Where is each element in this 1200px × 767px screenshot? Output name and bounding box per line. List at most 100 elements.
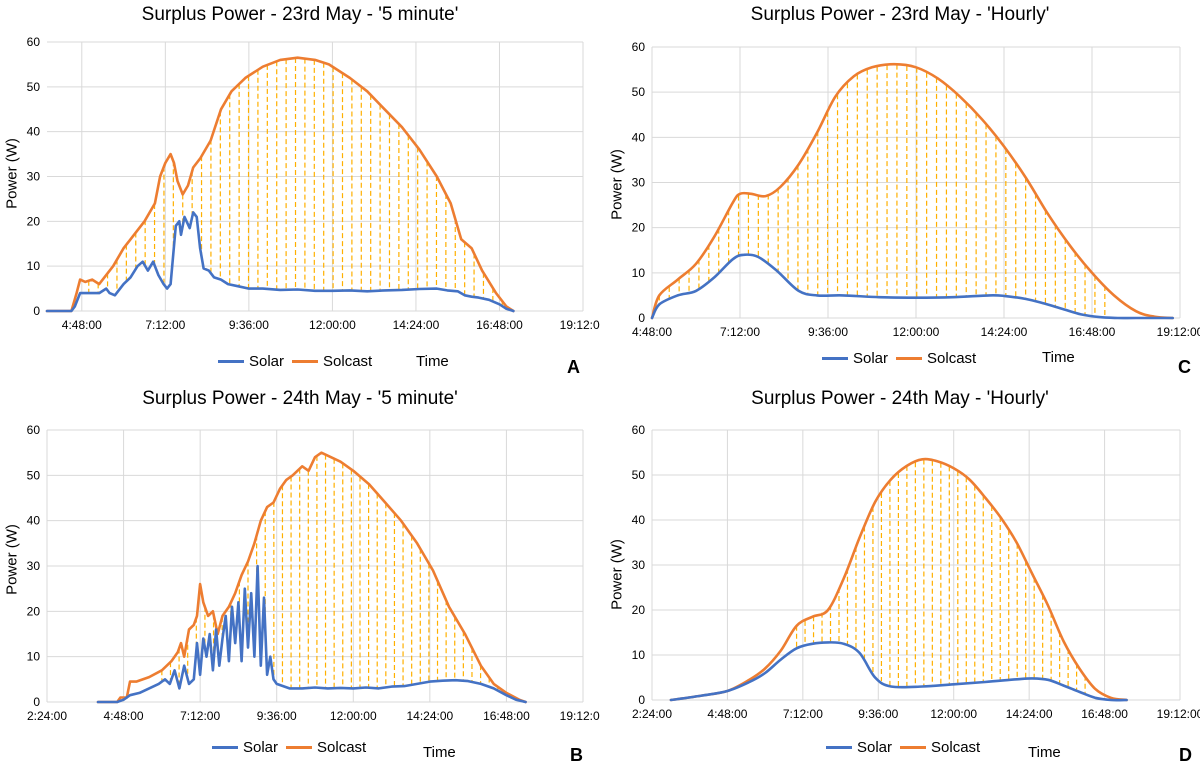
y-tick-label: 50 bbox=[632, 468, 646, 482]
legend-solcast-swatch bbox=[896, 357, 923, 360]
x-tick-label: 2:24:00 bbox=[27, 709, 67, 723]
chart-title: Surplus Power - 24th May - '5 minute' bbox=[142, 388, 458, 409]
legend-solar-label: Solar bbox=[243, 739, 279, 756]
x-tick-label: 4:48:00 bbox=[104, 709, 144, 723]
legend-solcast-swatch bbox=[286, 746, 313, 749]
y-tick-label: 0 bbox=[638, 693, 645, 707]
chart-title: Surplus Power - 23rd May - '5 minute' bbox=[141, 4, 459, 25]
y-tick-label: 30 bbox=[632, 176, 646, 190]
legend-solar: Solar bbox=[212, 739, 278, 756]
x-tick-label: 12:00:00 bbox=[330, 709, 377, 723]
y-tick-label: 10 bbox=[27, 259, 41, 273]
y-tick-label: 40 bbox=[27, 125, 41, 139]
x-tick-label: 9:36:00 bbox=[808, 325, 848, 339]
y-tick-label: 0 bbox=[33, 304, 40, 318]
x-tick-label: 7:12:00 bbox=[783, 707, 823, 721]
chart-plot-d: 0 10 20 30 40 50 60 2:24:00 4:48:00 7:12:00 9:36:0… bbox=[632, 423, 1200, 721]
x-tick-label: 4:48:00 bbox=[707, 707, 747, 721]
x-tick-label: 9:36:00 bbox=[257, 709, 297, 723]
x-tick-label: 7:12:00 bbox=[720, 325, 760, 339]
x-tick-label: 14:24:00 bbox=[1006, 707, 1053, 721]
y-tick-label: 20 bbox=[632, 603, 646, 617]
y-tick-label: 50 bbox=[27, 468, 41, 482]
chart-plot-b: 0 10 20 30 40 50 60 2:24:00 4:48:00 7:12:00 9:36:0… bbox=[27, 423, 600, 723]
y-tick-label: 60 bbox=[27, 35, 41, 49]
panel-label: B bbox=[570, 745, 583, 765]
chart-panel-d: 0 10 20 30 40 50 60 2:24:00 4:48:00 7:12:00 9:36:0… bbox=[600, 384, 1200, 767]
y-tick-label: 30 bbox=[632, 558, 646, 572]
series-line-solar bbox=[45, 211, 515, 313]
x-tick-label: 19:12:00 bbox=[1157, 325, 1200, 339]
x-tick-label: 19:12:00 bbox=[1157, 707, 1200, 721]
x-axis-label: Time bbox=[423, 744, 456, 761]
series-line-solar bbox=[669, 641, 1128, 702]
y-tick-label: 10 bbox=[27, 650, 41, 664]
x-axis-label: Time bbox=[416, 353, 449, 370]
legend-solcast-label: Solcast bbox=[927, 350, 977, 367]
series-line-solar bbox=[96, 564, 527, 704]
y-axis-label: Power (W) bbox=[3, 138, 21, 209]
x-tick-label: 12:00:00 bbox=[309, 318, 356, 332]
legend-solar-swatch bbox=[826, 746, 852, 749]
series-line-solcast bbox=[96, 451, 527, 704]
x-tick-label: 7:12:00 bbox=[145, 318, 185, 332]
x-tick-label: 19:12:00 bbox=[560, 709, 600, 723]
legend-solar: Solar bbox=[822, 350, 888, 367]
y-axis-label: Power (W) bbox=[608, 149, 626, 220]
y-tick-label: 60 bbox=[632, 423, 646, 437]
x-tick-label: 4:48:00 bbox=[632, 325, 672, 339]
legend-solar-label: Solar bbox=[249, 353, 285, 370]
y-tick-label: 50 bbox=[27, 80, 41, 94]
x-tick-label: 7:12:00 bbox=[180, 709, 220, 723]
chart-title: Surplus Power - 24th May - 'Hourly' bbox=[751, 388, 1049, 409]
x-tick-label: 12:00:00 bbox=[893, 325, 940, 339]
legend-solcast-label: Solcast bbox=[323, 353, 373, 370]
y-tick-label: 40 bbox=[27, 514, 41, 528]
x-tick-label: 14:24:00 bbox=[406, 709, 453, 723]
legend-solcast: Solcast bbox=[286, 739, 366, 756]
x-tick-label: 2:24:00 bbox=[632, 707, 672, 721]
y-tick-label: 10 bbox=[632, 648, 646, 662]
x-tick-label: 4:48:00 bbox=[62, 318, 102, 332]
y-tick-label: 0 bbox=[638, 311, 645, 325]
y-axis-label: Power (W) bbox=[608, 539, 626, 610]
legend-solcast: Solcast bbox=[896, 350, 976, 367]
y-tick-label: 20 bbox=[27, 214, 41, 228]
x-tick-label: 19:12:00 bbox=[560, 318, 600, 332]
chart-legend: Solar Solcast bbox=[826, 739, 988, 756]
y-tick-label: 0 bbox=[33, 695, 40, 709]
chart-panel-b: 0 10 20 30 40 50 60 2:24:00 4:48:00 7:12:00 9:36:0… bbox=[0, 384, 601, 767]
chart-legend: Solar Solcast bbox=[218, 353, 380, 370]
x-axis-label: Time bbox=[1028, 744, 1061, 761]
y-tick-label: 60 bbox=[27, 423, 41, 437]
x-tick-label: 16:48:00 bbox=[476, 318, 523, 332]
y-tick-label: 30 bbox=[27, 170, 41, 184]
x-tick-label: 14:24:00 bbox=[981, 325, 1028, 339]
x-tick-label: 14:24:00 bbox=[393, 318, 440, 332]
chart-plot-a: 0 10 20 30 40 50 60 4:48:00 7:12:00 9:36:00 12:00:… bbox=[27, 35, 600, 332]
y-tick-label: 20 bbox=[27, 604, 41, 618]
y-tick-label: 20 bbox=[632, 221, 646, 235]
x-axis-label: Time bbox=[1042, 349, 1075, 366]
legend-solar: Solar bbox=[218, 353, 284, 370]
y-tick-label: 40 bbox=[632, 130, 646, 144]
legend-solcast-label: Solcast bbox=[931, 739, 981, 756]
chart-panel-c: 0 10 20 30 40 50 60 4:48:00 7:12:00 9:36:00 12:00:… bbox=[600, 0, 1200, 383]
chart-legend: Solar Solcast bbox=[822, 350, 984, 367]
x-tick-label: 16:48:00 bbox=[1081, 707, 1128, 721]
x-tick-label: 12:00:00 bbox=[930, 707, 977, 721]
y-tick-label: 50 bbox=[632, 85, 646, 99]
y-axis-label: Power (W) bbox=[3, 524, 21, 595]
panel-label: A bbox=[567, 357, 580, 377]
chart-plot-c: 0 10 20 30 40 50 60 4:48:00 7:12:00 9:36:00 12:00:… bbox=[632, 40, 1200, 339]
x-tick-label: 16:48:00 bbox=[1069, 325, 1116, 339]
legend-solar-swatch bbox=[822, 357, 848, 360]
legend-solar-label: Solar bbox=[857, 739, 893, 756]
legend-solar-swatch bbox=[218, 360, 244, 363]
x-tick-label: 9:36:00 bbox=[229, 318, 269, 332]
y-tick-label: 10 bbox=[632, 266, 646, 280]
y-tick-label: 60 bbox=[632, 40, 646, 54]
legend-solcast-swatch bbox=[292, 360, 319, 363]
series-line-solcast bbox=[650, 62, 1174, 320]
chart-title: Surplus Power - 23rd May - 'Hourly' bbox=[750, 4, 1050, 25]
